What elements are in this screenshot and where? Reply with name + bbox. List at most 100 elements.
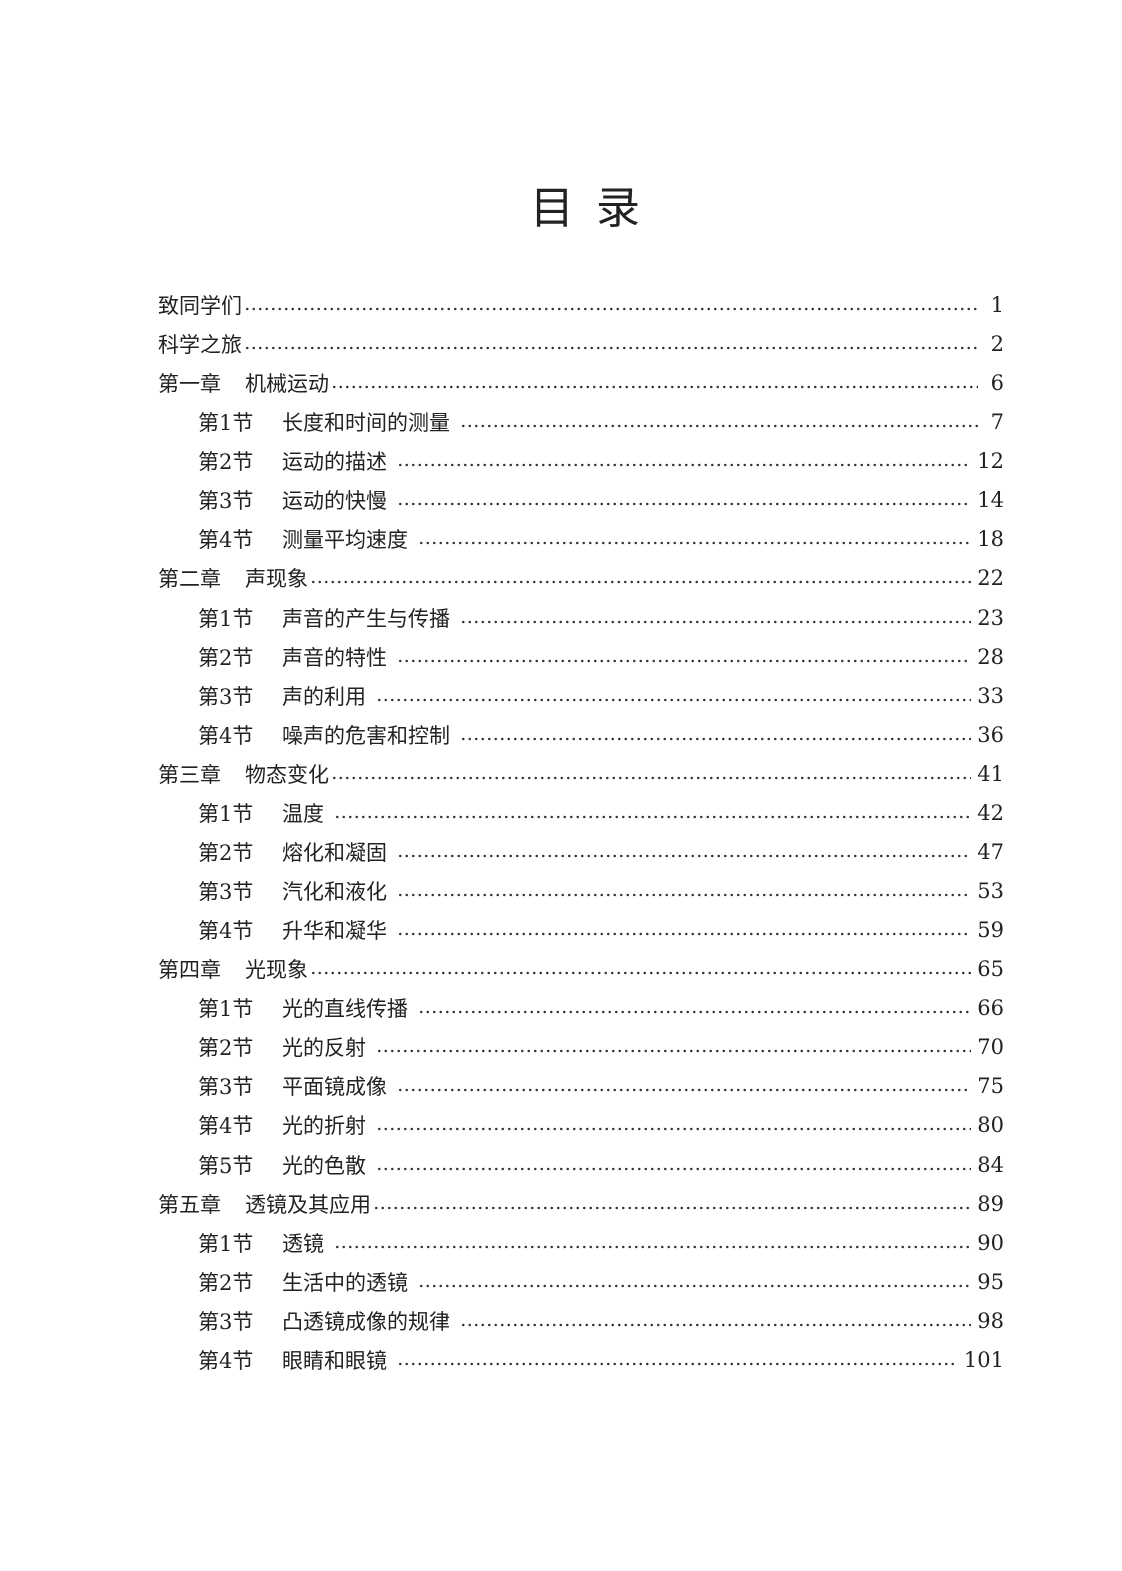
entry-label: 第1节 [198,997,254,1022]
page-number: 36 [977,722,1004,747]
toc-entry: 第四章 光现象 65 [158,954,1004,984]
entry-title: 透镜及其应用 [245,1192,371,1217]
page-number: 6 [990,371,1004,396]
page-number: 42 [977,800,1004,825]
entry-title: 光的色散 [282,1153,366,1178]
page-number: 14 [977,488,1004,513]
entry-label: 第四章 [158,958,221,983]
leader-dots [244,307,978,311]
leader-dots [244,346,978,351]
leader-dots [397,853,972,858]
toc-entry: 第三章 物态变化 41 [158,759,1004,789]
leader-dots [397,463,972,468]
entry-title: 声现象 [245,567,308,592]
toc-entry: 第5节 光的色散 84 [198,1150,1004,1180]
page-number: 59 [977,918,1004,943]
toc-entry: 第一章 机械运动 6 [158,368,1004,398]
leader-dots [334,814,972,819]
toc-entry: 第1节 长度和时间的测量 7 [198,407,1004,437]
entry-label: 第3节 [198,684,254,709]
leader-dots [418,1010,972,1015]
entry-title: 眼睛和眼镜 [282,1348,387,1373]
entry-label: 第4节 [198,528,254,553]
page-number: 33 [977,683,1004,708]
toc-entry: 第1节 声音的产生与传播 23 [198,603,1004,633]
page-number: 70 [977,1035,1004,1060]
toc-entry: 第3节 平面镜成像 75 [198,1071,1004,1101]
page-number: 47 [977,839,1004,864]
entry-title: 长度和时间的测量 [282,411,450,436]
leader-dots [334,1244,972,1249]
entry-title: 升华和凝华 [282,919,387,944]
entry-label: 第三章 [158,762,221,787]
toc-entry: 第1节 温度 42 [198,798,1004,828]
page-number: 80 [977,1113,1004,1138]
entry-title: 生活中的透镜 [282,1270,408,1295]
leader-dots [397,502,972,507]
leader-dots [376,697,972,702]
entry-label: 第1节 [198,606,254,631]
toc-entry: 第2节 声音的特性 28 [198,642,1004,672]
entry-label: 第2节 [198,1270,254,1295]
entry-title: 测量平均速度 [282,528,408,553]
page-number: 75 [977,1074,1004,1099]
entry-label: 第3节 [198,489,254,514]
entry-label: 第4节 [198,1348,254,1373]
page-number: 95 [977,1269,1004,1294]
leader-dots [418,541,972,546]
entry-label: 第3节 [198,1075,254,1100]
entry-label: 第2节 [198,1036,254,1061]
entry-label: 第五章 [158,1192,221,1217]
page-number: 65 [977,957,1004,982]
toc-entry: 第1节 光的直线传播 66 [198,993,1004,1023]
leader-dots [376,1049,972,1054]
page-number: 18 [977,527,1004,552]
toc-entry: 第3节 汽化和液化 53 [198,876,1004,906]
page-number: 89 [977,1191,1004,1216]
page-number: 22 [977,566,1004,591]
page-number: 101 [963,1347,1004,1372]
leader-dots [397,932,972,937]
page-number: 53 [977,879,1004,904]
entry-label: 第1节 [198,801,254,826]
leader-dots [397,893,972,898]
page-number: 90 [977,1230,1004,1255]
entry-label: 第2节 [198,450,254,475]
page-number: 7 [990,410,1004,435]
entry-label: 第2节 [198,645,254,670]
toc-entry: 第4节 光的折射 80 [198,1110,1004,1140]
entry-title: 声音的产生与传播 [282,606,450,631]
entry-label: 第二章 [158,567,221,592]
leader-dots [310,580,972,585]
entry-label: 第4节 [198,723,254,748]
entry-title: 噪声的危害和控制 [282,723,450,748]
entry-title: 物态变化 [245,762,329,787]
leader-dots [460,736,972,741]
leader-dots [460,424,978,429]
toc-entry: 第二章 声现象 22 [158,563,1004,593]
entry-title: 科学之旅 [158,333,242,358]
page-number: 28 [977,644,1004,669]
entry-title: 运动的快慢 [282,489,387,514]
toc-entry: 第4节 测量平均速度 18 [198,524,1004,554]
toc-entry: 致同学们 1 [158,290,1004,320]
toc-entry: 第2节 光的反射 70 [198,1032,1004,1062]
toc-entry: 第4节 升华和凝华 59 [198,915,1004,945]
toc-entry: 第4节 眼睛和眼镜 101 [198,1345,1004,1375]
leader-dots [460,1322,972,1327]
entry-label: 第1节 [198,411,254,436]
entry-title: 光现象 [245,958,308,983]
page-number: 98 [977,1308,1004,1333]
page-number: 1 [990,293,1004,317]
toc-entry: 第2节 生活中的透镜 95 [198,1267,1004,1297]
leader-dots [418,1283,972,1288]
page-number: 84 [977,1152,1004,1177]
leader-dots [376,1166,972,1171]
toc-entry: 第2节 熔化和凝固 47 [198,837,1004,867]
leader-dots [397,1088,972,1093]
leader-dots [376,1127,972,1132]
entry-title: 光的反射 [282,1036,366,1061]
entry-title: 熔化和凝固 [282,840,387,865]
entry-title: 透镜 [282,1231,324,1256]
